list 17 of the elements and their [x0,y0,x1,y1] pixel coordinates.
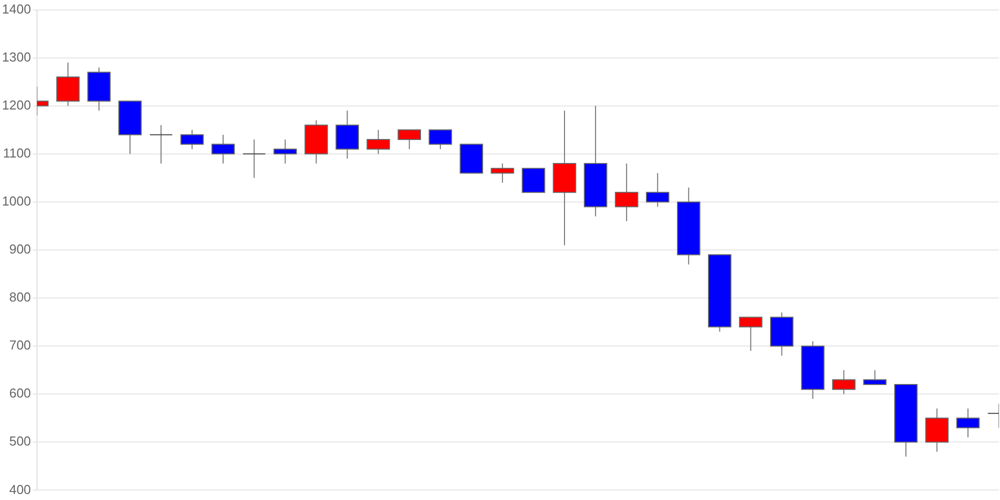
candlestick [614,163,638,222]
y-tick-label: 800 [9,290,31,305]
candlestick [428,129,452,150]
candlestick [149,124,173,164]
y-tick-label: 1100 [2,146,31,160]
y-tick-label: 700 [9,338,31,353]
y-tick-label: 1400 [2,1,31,16]
y-tick-label: 400 [9,482,31,497]
y-tick-label: 900 [9,242,31,257]
y-tick-label: 1300 [2,49,31,64]
candlestick [180,129,204,150]
y-tick-label: 1000 [2,194,31,209]
candlestick [832,370,856,395]
y-tick-label: 1200 [2,97,31,112]
y-tick-label: 500 [9,434,31,449]
y-tick-label: 600 [9,386,31,401]
candlestick [242,139,266,178]
